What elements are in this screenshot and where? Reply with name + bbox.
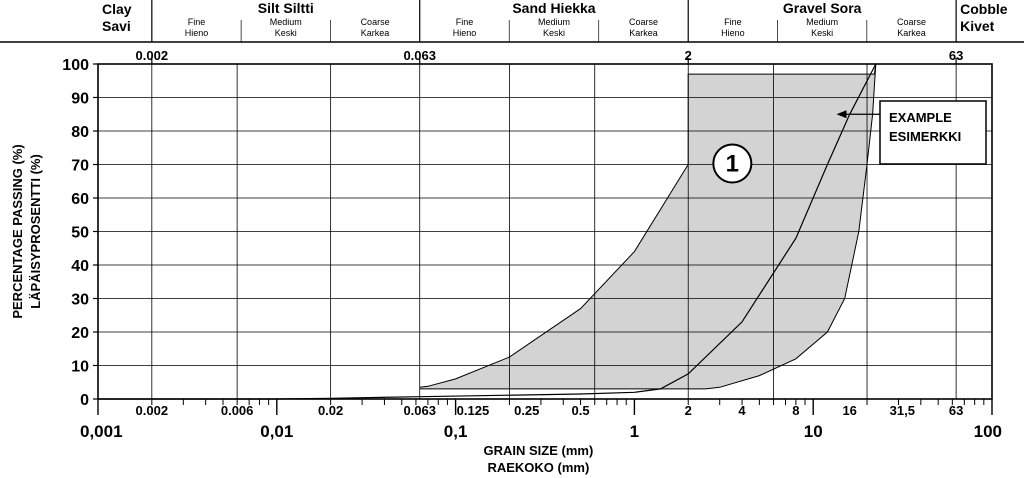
callout-text: EXAMPLE <box>889 110 952 125</box>
subclass-label: Coarse <box>897 17 926 27</box>
subclass-label: Keski <box>275 28 297 38</box>
subclass-label: Fine <box>188 17 206 27</box>
class-label: Cobble <box>960 1 1008 17</box>
y-tick-label: 10 <box>71 359 89 376</box>
x-minor-label: 31,5 <box>890 403 915 418</box>
subclass-label: Fine <box>456 17 474 27</box>
gridlines <box>98 64 992 399</box>
x-minor-label: 2 <box>685 403 692 418</box>
annotations: 1 EXAMPLE ESIMERKKI <box>712 100 987 184</box>
y-tick-label: 60 <box>71 191 89 208</box>
top-axis-label: 0.063 <box>403 48 436 63</box>
subclass-label: Fine <box>724 17 742 27</box>
subclass-label: Karkea <box>629 28 658 38</box>
class-title: Silt Siltti <box>258 0 314 16</box>
x-minor-label: 0.5 <box>572 403 590 418</box>
subclass-label: Karkea <box>897 28 926 38</box>
y-tick-label: 90 <box>71 91 89 108</box>
subclass-label: Coarse <box>361 17 390 27</box>
zone-number-label: 1 <box>726 151 739 178</box>
class-title: Gravel Sora <box>783 0 862 16</box>
subclass-label: Medium <box>538 17 570 27</box>
x-major-label: 0,001 <box>80 422 123 441</box>
y-tick-label: 50 <box>71 225 89 242</box>
x-minor-label: 0.25 <box>514 403 539 418</box>
y-tick-label: 20 <box>71 325 89 342</box>
x-major-label: 10 <box>804 422 823 441</box>
class-title: Sand Hiekka <box>512 0 595 16</box>
x-axis-label: GRAIN SIZE (mm) <box>484 443 594 458</box>
subclass-label: Medium <box>806 17 838 27</box>
zone-fill <box>419 64 876 389</box>
y-tick-label: 80 <box>71 124 89 141</box>
y-axis-label: PERCENTAGE PASSING (%) <box>10 144 25 318</box>
subclass-label: Karkea <box>361 28 390 38</box>
y-tick-label: 0 <box>80 392 89 409</box>
zone-fine-limit <box>419 63 877 388</box>
x-minor-label: 0.125 <box>457 403 490 418</box>
y-tick-label: 30 <box>71 292 89 309</box>
x-major-label: 1 <box>630 422 639 441</box>
top-axis-label: 2 <box>685 48 692 63</box>
subclass-label: Coarse <box>629 17 658 27</box>
zone-number-circle <box>712 143 753 184</box>
x-minor-label: 16 <box>842 403 856 418</box>
class-label: Clay <box>102 1 132 17</box>
x-minor-label: 0.006 <box>221 403 254 418</box>
callout-box <box>879 100 987 165</box>
subclass-label: Medium <box>270 17 302 27</box>
x-axis-label: RAEKOKO (mm) <box>487 460 589 475</box>
x-minor-label: 4 <box>738 403 746 418</box>
class-label: Savi <box>102 18 131 34</box>
x-minor-label: 0.02 <box>318 403 343 418</box>
subclass-label: Keski <box>543 28 565 38</box>
subclass-label: Hieno <box>453 28 477 38</box>
grading-zone-area <box>419 63 877 390</box>
y-tick-label: 40 <box>71 258 89 275</box>
x-minor-label: 0.002 <box>136 403 169 418</box>
y-axis-label: LÄPÄISYPROSENTTI (%) <box>28 154 43 309</box>
top-axis-label: 0.002 <box>136 48 169 63</box>
x-major-label: 0,01 <box>260 422 293 441</box>
x-major-label: 0,1 <box>444 422 468 441</box>
callout-text: ESIMERKKI <box>889 129 961 144</box>
top-axis-label: 63 <box>949 48 963 63</box>
y-tick-label: 70 <box>71 158 89 175</box>
axis-labels: 0 10 20 30 40 50 60 70 80 90 100 PERCENTAGE PASSING… <box>10 48 1002 475</box>
callout-arrow-head <box>836 110 847 119</box>
subclass-label: Keski <box>811 28 833 38</box>
y-tick-label: 100 <box>62 57 89 74</box>
class-label: Kivet <box>960 18 995 34</box>
x-minor-label: 63 <box>949 403 963 418</box>
subclass-label: Hieno <box>721 28 745 38</box>
x-minor-label: 0.063 <box>403 403 436 418</box>
x-major-label: 100 <box>974 422 1002 441</box>
subclass-label: Hieno <box>185 28 209 38</box>
x-minor-label: 8 <box>792 403 799 418</box>
